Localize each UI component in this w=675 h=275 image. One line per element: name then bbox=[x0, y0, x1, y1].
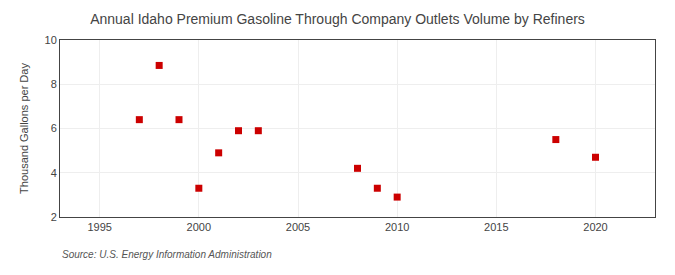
svg-text:2010: 2010 bbox=[385, 221, 409, 233]
svg-text:Source: U.S. Energy Informatio: Source: U.S. Energy Information Administ… bbox=[62, 249, 272, 260]
svg-text:2015: 2015 bbox=[484, 221, 508, 233]
svg-text:8: 8 bbox=[51, 78, 57, 90]
svg-text:Annual Idaho Premium Gasoline: Annual Idaho Premium Gasoline Through Co… bbox=[90, 11, 585, 27]
svg-text:1995: 1995 bbox=[87, 221, 111, 233]
svg-text:2000: 2000 bbox=[187, 221, 211, 233]
svg-text:Thousand Gallons per Day: Thousand Gallons per Day bbox=[18, 63, 30, 194]
svg-text:2020: 2020 bbox=[583, 221, 607, 233]
svg-text:6: 6 bbox=[51, 122, 57, 134]
svg-text:10: 10 bbox=[45, 34, 57, 46]
svg-text:2: 2 bbox=[51, 211, 57, 223]
svg-text:2005: 2005 bbox=[286, 221, 310, 233]
svg-text:4: 4 bbox=[51, 167, 57, 179]
